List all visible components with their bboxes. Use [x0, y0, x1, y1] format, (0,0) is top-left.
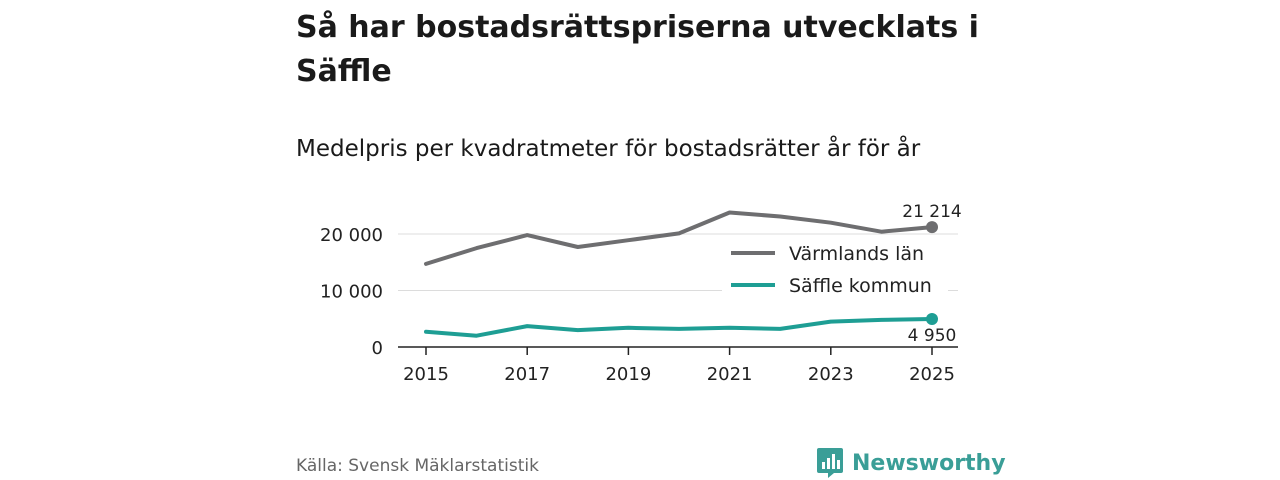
brand-logo: Newsworthy: [816, 446, 1006, 480]
x-tick-label: 2021: [707, 364, 753, 385]
series-saffle-kommun-end-label: 4 950: [908, 326, 957, 346]
newsworthy-logo-icon: [817, 448, 843, 478]
x-tick-label: 2017: [504, 364, 550, 385]
series-varmlands-lan-end-point: [926, 221, 938, 234]
x-tick-label: 2015: [403, 364, 449, 385]
legend: Värmlands län Säffle kommun: [722, 236, 948, 298]
y-tick-label: 20 000: [320, 225, 383, 246]
x-tick-label: 2025: [909, 364, 955, 385]
series-lines: [424, 210, 938, 338]
series-varmlands-lan-line: [424, 210, 934, 266]
chart-subtitle: Medelpris per kvadratmeter för bostadsrä…: [296, 136, 921, 162]
y-axis-labels: 0 10 000 20 000: [320, 225, 383, 359]
x-tick-label: 2023: [808, 364, 854, 385]
series-varmlands-lan-end-label: 21 214: [902, 202, 961, 222]
series-saffle-kommun-end-point: [926, 313, 938, 326]
end-value-labels: 21 214 4 950: [902, 202, 961, 346]
source-note: Källa: Svensk Mäklarstatistik: [296, 456, 539, 476]
legend-item-saffle-kommun-label: Säffle kommun: [789, 275, 932, 297]
legend-item-varmlands-lan-label: Värmlands län: [789, 243, 924, 265]
y-tick-label: 0: [372, 338, 383, 359]
chart-title: Så har bostadsrättspriserna utvecklats i…: [296, 10, 979, 89]
brand-name: Newsworthy: [852, 450, 1006, 476]
y-tick-label: 10 000: [320, 282, 383, 303]
x-axis: 2015 2017 2019 2021 2023 2025: [398, 346, 958, 385]
x-tick-label: 2019: [605, 364, 651, 385]
series-saffle-kommun-line: [424, 317, 934, 338]
legend-background: [722, 236, 948, 298]
